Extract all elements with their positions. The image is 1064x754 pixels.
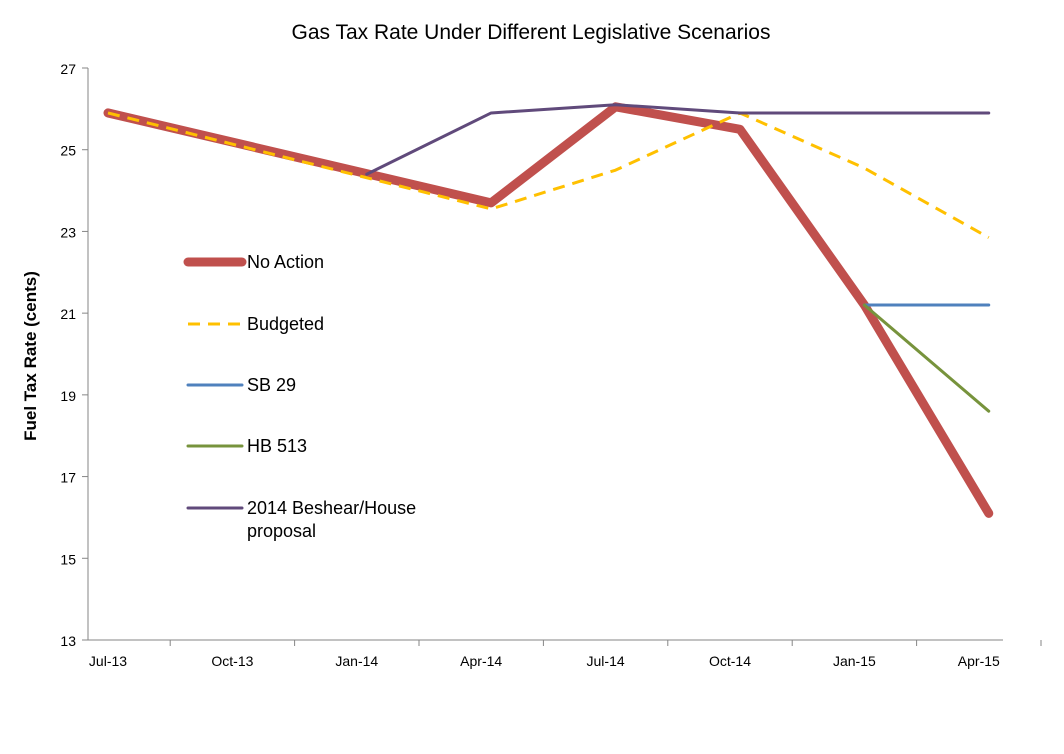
x-tick-label: Oct-14 [709,653,751,669]
series-line-2014-beshear-house-proposal [365,103,991,176]
y-tick-label: 21 [60,306,76,322]
series-line-no-action [103,102,994,518]
legend-label-line: 2014 Beshear/House [247,498,416,518]
legend-label: 2014 Beshear/House proposal [247,498,416,541]
y-tick-label: 19 [60,388,76,404]
y-tick-label: 17 [60,470,76,486]
legend-label: No Action [247,252,324,272]
x-tick-label: Jan-15 [833,653,876,669]
plot-area: 13 15 17 19 21 23 25 27 Jul-13 Oct-13 Jan-14 Apr-1… [60,61,1042,669]
y-tick-label: 15 [60,551,76,567]
x-tick-label: Apr-15 [958,653,1000,669]
series-line-budgeted [107,111,990,239]
x-ticks: Jul-13 Oct-13 Jan-14 Apr-14 Jul-14 Oct-14 Jan-… [89,640,1042,669]
legend-label-line: proposal [247,521,316,541]
y-tick-label: 13 [60,633,76,649]
x-tick-label: Jul-13 [89,653,127,669]
x-tick-label: Jan-14 [335,653,378,669]
y-ticks: 13 15 17 19 21 23 25 27 [60,61,88,649]
x-tick-label: Apr-14 [460,653,502,669]
y-axis-label: Fuel Tax Rate (cents) [21,271,40,441]
series-lines [103,102,994,518]
x-tick-label: Oct-13 [211,653,253,669]
y-tick-label: 23 [60,224,76,240]
series-line-hb-513 [862,303,991,413]
legend: No Action Budgeted SB 29 HB 513 2014 Beshear… [183,252,416,541]
legend-label: SB 29 [247,375,296,395]
y-tick-label: 25 [60,143,76,159]
x-tick-label: Jul-14 [587,653,625,669]
chart-title: Gas Tax Rate Under Different Legislative… [292,21,771,44]
y-tick-label: 27 [60,61,76,77]
legend-label: Budgeted [247,314,324,334]
legend-label: HB 513 [247,436,307,456]
